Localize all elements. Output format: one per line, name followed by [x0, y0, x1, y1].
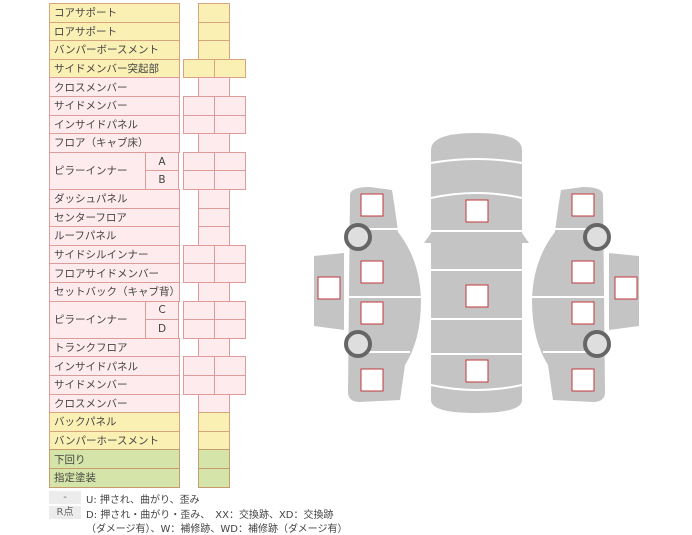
- legend-text: （ダメージ有）、W：補修跡、WD：補修跡（ダメージ有）: [86, 524, 348, 535]
- row-label: サイドメンバー突起部: [49, 58, 180, 79]
- row-label: バンパーホースメント: [49, 430, 180, 451]
- car-top-view-body: [431, 133, 522, 413]
- car-top-view-mirror-right: [522, 233, 529, 243]
- wheel-icon: [583, 330, 611, 358]
- legend-text: D: 押され・曲がり・歪み、 XX：交換跡、XD：交換跡: [86, 510, 334, 521]
- row-label: クロスメンバー: [49, 77, 180, 97]
- check-box-left-2[interactable]: [360, 260, 384, 284]
- car-top-view-mirror-left: [424, 233, 431, 243]
- wheel-icon: [344, 330, 372, 358]
- row-label: センターフロア: [49, 207, 180, 228]
- check-cell-right[interactable]: [214, 375, 246, 395]
- check-box-right-door[interactable]: [614, 276, 638, 300]
- check-cell-right[interactable]: [214, 170, 246, 190]
- row-label: ピラーインナー: [49, 300, 147, 339]
- check-cell-right[interactable]: [214, 263, 246, 283]
- check-box-right-2[interactable]: [571, 260, 595, 284]
- check-box-left-door[interactable]: [317, 276, 341, 300]
- row-label: ピラーインナー: [49, 151, 147, 190]
- check-box-left-1[interactable]: [360, 193, 384, 217]
- car-left-side-body: [348, 187, 421, 402]
- check-box-right-1[interactable]: [571, 193, 595, 217]
- wheel-icon: [344, 223, 372, 251]
- row-label: バックパネル: [49, 412, 180, 432]
- check-box-left-3[interactable]: [360, 301, 384, 325]
- check-box-front-top[interactable]: [465, 199, 489, 223]
- check-box-right-4[interactable]: [571, 368, 595, 392]
- row-label: サイドメンバー: [49, 96, 180, 116]
- row-label: サイドシルインナー: [49, 244, 180, 265]
- check-box-left-4[interactable]: [360, 368, 384, 392]
- check-cell-right[interactable]: [214, 58, 246, 79]
- row-label: クロスメンバー: [49, 393, 180, 414]
- row-label: バンパーボースメント: [49, 40, 180, 60]
- row-label: 指定塗装: [49, 468, 180, 488]
- row-sub-label: C: [145, 300, 179, 321]
- check-box-rear-top[interactable]: [465, 359, 489, 383]
- check-cell-right[interactable]: [214, 319, 246, 339]
- check-box-right-3[interactable]: [571, 301, 595, 325]
- legend-text: U: 押され、曲がり、歪み: [86, 495, 200, 506]
- wheel-icon: [583, 223, 611, 251]
- row-sub-label: A: [145, 151, 179, 172]
- legend-key: -: [49, 491, 81, 504]
- row-label: フロアサイドメンバー: [49, 263, 180, 283]
- check-cell-right[interactable]: [214, 114, 246, 135]
- check-box-middle-top[interactable]: [465, 284, 489, 308]
- legend-key: R点: [49, 506, 81, 519]
- row-label: フロア（キャブ床）: [49, 133, 180, 153]
- row-label: インサイドパネル: [49, 114, 180, 135]
- check-cell[interactable]: [198, 468, 230, 488]
